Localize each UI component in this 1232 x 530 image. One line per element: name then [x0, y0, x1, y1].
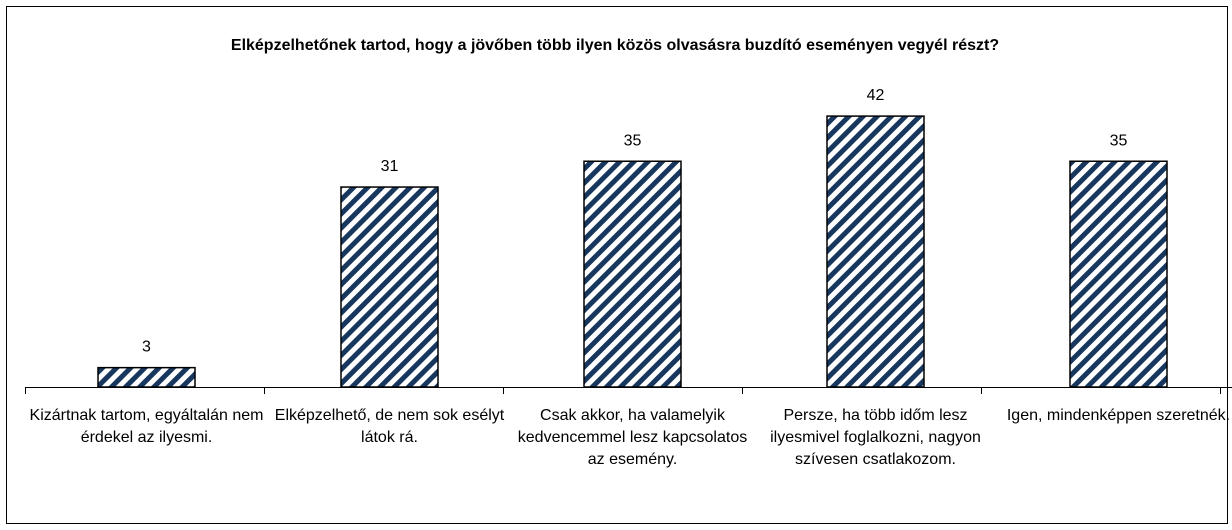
frame	[6, 6, 1228, 524]
value-label: 35	[1110, 132, 1128, 149]
bar	[826, 115, 925, 388]
value-label: 35	[624, 132, 642, 149]
x-tick-label: Kizártnak tartom, egyáltalán nem érdekel…	[29, 407, 264, 446]
value-label: 42	[867, 87, 885, 104]
x-tick-label: Elképzelhető, de nem sok esélyt látok rá…	[274, 407, 505, 446]
x-tick-label: Igen, mindenképpen szeretnék.	[1006, 407, 1231, 424]
value-label: 3	[142, 339, 151, 356]
x-tick-label: Persze, ha több időm lesz ilyesmivel fog…	[770, 407, 981, 468]
chart-title: Elképzelhetőnek tartod, hogy a jövőben t…	[230, 37, 1000, 54]
bar	[97, 366, 196, 388]
x-tick-label: Csak akkor, ha valamelyik kedvencemmel l…	[517, 407, 748, 468]
bar	[583, 160, 682, 388]
bar	[340, 186, 439, 388]
bar	[1069, 160, 1168, 388]
value-label: 31	[381, 158, 399, 175]
